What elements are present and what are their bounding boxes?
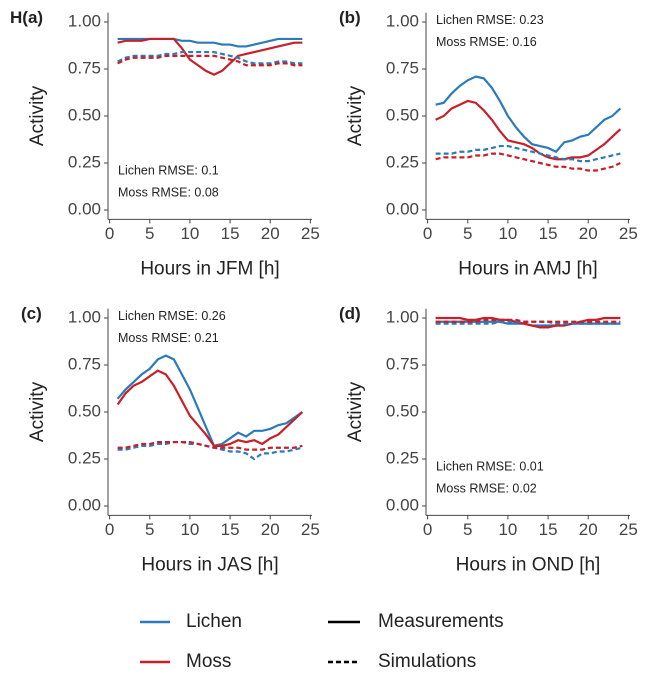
x-tick-label: 20 bbox=[261, 520, 280, 539]
data-line bbox=[116, 369, 304, 447]
x-tick-label: 10 bbox=[498, 520, 517, 539]
data-line bbox=[435, 316, 621, 329]
x-tick-label: 0 bbox=[105, 520, 114, 539]
legend-label: Measurements bbox=[378, 611, 504, 632]
data-line bbox=[117, 440, 303, 451]
annotation: Moss RMSE: 0.08 bbox=[118, 186, 219, 200]
data-line bbox=[435, 144, 621, 163]
annotation: Moss RMSE: 0.21 bbox=[118, 331, 219, 345]
annotation: Moss RMSE: 0.16 bbox=[436, 35, 537, 49]
y-tick-label: 1.00 bbox=[68, 11, 101, 30]
x-tick-label: 5 bbox=[463, 224, 472, 243]
y-axis-title: Activity bbox=[345, 85, 366, 146]
x-tick-label: 20 bbox=[579, 224, 598, 243]
x-tick-label: 0 bbox=[105, 224, 114, 243]
panel-label: (d) bbox=[339, 304, 361, 323]
y-axis-title: Activity bbox=[345, 381, 366, 442]
y-axis-title: Activity bbox=[27, 85, 48, 146]
data-line bbox=[435, 318, 621, 323]
x-tick-label: 25 bbox=[301, 224, 320, 243]
data-line bbox=[435, 99, 622, 161]
x-tick-label: 5 bbox=[145, 224, 154, 243]
x-tick-label: 10 bbox=[180, 224, 199, 243]
y-tick-label: 0.25 bbox=[68, 448, 101, 467]
x-axis-title: Hours in JFM [h] bbox=[140, 258, 279, 279]
legend-label: Moss bbox=[186, 651, 231, 672]
x-tick-label: 25 bbox=[301, 520, 320, 539]
x-axis-title: Hours in AMJ [h] bbox=[458, 258, 597, 279]
y-tick-label: 0.25 bbox=[386, 448, 419, 467]
y-tick-label: 0.75 bbox=[386, 58, 419, 77]
x-tick-label: 25 bbox=[619, 224, 638, 243]
y-tick-label: 0.25 bbox=[386, 152, 419, 171]
annotation: Lichen RMSE: 0.26 bbox=[118, 309, 226, 323]
x-tick-label: 25 bbox=[619, 520, 638, 539]
annotation: Lichen RMSE: 0.23 bbox=[436, 13, 544, 27]
y-tick-label: 0.25 bbox=[68, 152, 101, 171]
y-tick-label: 0.00 bbox=[386, 199, 419, 218]
y-tick-label: 0.00 bbox=[68, 199, 101, 218]
y-tick-label: 0.50 bbox=[68, 401, 101, 420]
x-tick-label: 15 bbox=[221, 520, 240, 539]
y-tick-label: 0.50 bbox=[386, 105, 419, 124]
y-tick-label: 0.50 bbox=[68, 105, 101, 124]
x-tick-label: 10 bbox=[180, 520, 199, 539]
annotation: Lichen RMSE: 0.1 bbox=[118, 164, 219, 178]
x-tick-label: 5 bbox=[463, 520, 472, 539]
panel-label: (c) bbox=[21, 304, 42, 323]
legend-label: Lichen bbox=[186, 611, 242, 632]
x-tick-label: 15 bbox=[539, 520, 558, 539]
y-tick-label: 0.00 bbox=[68, 495, 101, 514]
x-axis-title: Hours in OND [h] bbox=[456, 554, 601, 575]
y-tick-label: 0.75 bbox=[68, 354, 101, 373]
x-tick-label: 20 bbox=[261, 224, 280, 243]
y-tick-label: 1.00 bbox=[68, 307, 101, 326]
x-tick-label: 0 bbox=[423, 224, 432, 243]
x-tick-label: 15 bbox=[221, 224, 240, 243]
data-line bbox=[435, 75, 622, 154]
y-tick-label: 0.75 bbox=[68, 58, 101, 77]
data-line bbox=[116, 354, 303, 448]
x-tick-label: 20 bbox=[579, 520, 598, 539]
y-axis-title: Activity bbox=[27, 381, 48, 442]
panel-label: (b) bbox=[339, 8, 361, 27]
y-tick-label: 1.00 bbox=[386, 11, 419, 30]
y-tick-label: 0.50 bbox=[386, 401, 419, 420]
panel-label: H(a) bbox=[10, 8, 43, 27]
x-tick-label: 0 bbox=[423, 520, 432, 539]
y-tick-label: 0.00 bbox=[386, 495, 419, 514]
data-line bbox=[435, 152, 621, 172]
x-axis-title: Hours in JAS [h] bbox=[141, 554, 278, 575]
legend-label: Simulations bbox=[378, 651, 476, 672]
x-tick-label: 5 bbox=[145, 520, 154, 539]
y-tick-label: 0.75 bbox=[386, 354, 419, 373]
annotation: Moss RMSE: 0.02 bbox=[436, 482, 537, 496]
x-tick-label: 10 bbox=[498, 224, 517, 243]
data-line bbox=[117, 37, 303, 76]
y-tick-label: 1.00 bbox=[386, 307, 419, 326]
annotation: Lichen RMSE: 0.01 bbox=[436, 460, 544, 474]
data-line bbox=[117, 54, 303, 67]
x-tick-label: 15 bbox=[539, 224, 558, 243]
